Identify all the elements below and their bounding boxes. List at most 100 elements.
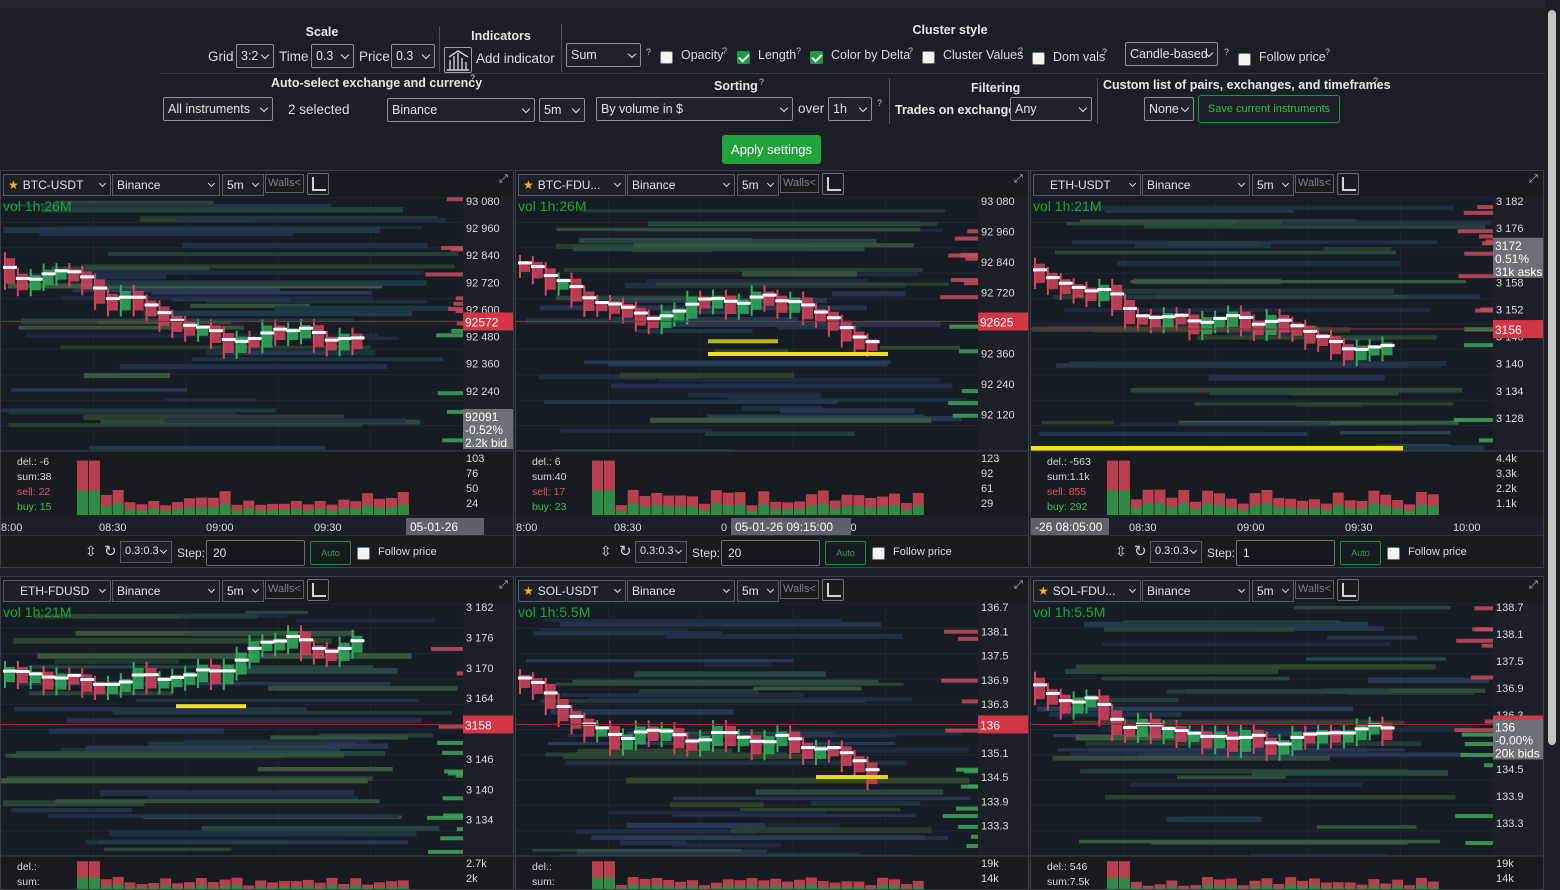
candle-wick	[1214, 725, 1217, 755]
exchange-select[interactable]: Binance	[112, 580, 220, 602]
over-select[interactable]: 1h	[828, 97, 872, 121]
trades-exchange-select[interactable]: Any	[1010, 97, 1092, 121]
add-indicator-link[interactable]: Add indicator	[476, 51, 555, 66]
price-select[interactable]: 0.3	[391, 44, 435, 68]
color-by-delta-checkbox[interactable]	[810, 51, 823, 64]
scale-select[interactable]: 0.3:0.3	[1150, 541, 1202, 563]
expand-icon[interactable]: ⤢	[499, 173, 508, 185]
scale-select[interactable]: 0.3:0.3	[120, 541, 172, 563]
expand-icon[interactable]: ⤢	[1529, 173, 1538, 185]
chart-axis-icon[interactable]	[822, 579, 844, 601]
cluster-values-checkbox[interactable]	[922, 51, 935, 64]
volume-bar	[1166, 497, 1178, 515]
timeframe-select[interactable]: 5m	[1252, 174, 1294, 196]
exchange-select[interactable]: Binance	[112, 174, 220, 196]
scrollbar-thumb[interactable]	[1548, 10, 1556, 745]
chart-panel[interactable]: ★ BTC-USDT Binance 5m Walls< ⤢ 93 080 92 960 92 …	[0, 170, 514, 568]
exchange-select[interactable]: Binance	[1142, 174, 1250, 196]
poc-marker	[234, 658, 249, 662]
opacity-checkbox[interactable]	[660, 51, 673, 64]
walls-toggle[interactable]: Walls<	[265, 580, 304, 599]
timeframe-select[interactable]: 5m	[737, 580, 779, 602]
custom-list-select[interactable]: None	[1144, 97, 1194, 121]
symbol-select[interactable]: ★ BTC-USDT	[3, 174, 111, 196]
time-select[interactable]: 0.3	[311, 44, 354, 68]
cluster-mode-select[interactable]: Sum	[566, 43, 641, 67]
follow-price-checkbox[interactable]	[1238, 53, 1251, 66]
candle-mode-select[interactable]: Candle-based	[1125, 42, 1218, 66]
symbol-select[interactable]: ★ SOL-USDT	[518, 580, 626, 602]
selected-count[interactable]: 2 selected	[288, 102, 350, 117]
step-input[interactable]: 20	[721, 540, 820, 566]
timeframe-select[interactable]: 5m	[222, 580, 264, 602]
length-checkbox[interactable]	[737, 51, 750, 64]
follow-price-checkbox[interactable]	[357, 547, 370, 560]
anchor-icon[interactable]: ⇳	[1115, 543, 1127, 559]
reload-icon[interactable]: ↻	[619, 543, 632, 560]
sorting-select[interactable]: By volume in $	[596, 97, 793, 121]
walls-toggle[interactable]: Walls<	[265, 174, 304, 193]
walls-toggle[interactable]: Walls<	[780, 580, 819, 599]
reload-icon[interactable]: ↻	[104, 543, 117, 560]
exchange-select[interactable]: Binance	[627, 174, 735, 196]
expand-icon[interactable]: ⤢	[1014, 579, 1023, 591]
dom-vals-checkbox[interactable]	[1032, 52, 1045, 65]
step-input[interactable]: 20	[206, 540, 305, 566]
indicator-icon[interactable]	[444, 47, 472, 73]
timeframe-select[interactable]: 5m	[222, 174, 264, 196]
cluster-chart[interactable]: 136.7138.1137.5136.9136.3135.7135.1134.5…	[516, 603, 1029, 890]
expand-icon[interactable]: ⤢	[1014, 173, 1023, 185]
instruments-select[interactable]: All instruments	[163, 97, 273, 121]
exchange-select[interactable]: Binance	[1142, 580, 1250, 602]
star-icon[interactable]: ★	[523, 178, 534, 192]
reload-icon[interactable]: ↻	[1134, 543, 1147, 560]
cluster-chart[interactable]: 138.7138.1137.5136.9136.3135.1134.5133.9…	[1031, 603, 1544, 890]
walls-toggle[interactable]: Walls<	[1295, 174, 1334, 193]
chart-panel[interactable]: ETH-FDUSD Binance 5m Walls< ⤢ 3 182 3 176 3 170…	[0, 576, 514, 890]
walls-toggle[interactable]: Walls<	[1295, 580, 1334, 599]
symbol-select[interactable]: ★ SOL-FDU...	[1033, 580, 1141, 602]
chart-axis-icon[interactable]	[1337, 579, 1359, 601]
save-instruments-button[interactable]: Save current instruments	[1198, 95, 1340, 123]
chart-panel[interactable]: ★ SOL-USDT Binance 5m Walls< ⤢ 136.7 138.1 137.5…	[515, 576, 1029, 890]
chart-panel[interactable]: ★ BTC-FDU... Binance 5m Walls< ⤢ 93 080 92 960 9…	[515, 170, 1029, 568]
timeframe-select[interactable]: 5m	[539, 98, 585, 122]
apply-settings-button[interactable]: Apply settings	[722, 135, 821, 164]
auto-button[interactable]: Auto	[310, 541, 351, 565]
exchange-select[interactable]: Binance	[627, 580, 735, 602]
star-icon[interactable]: ★	[523, 584, 534, 598]
page-scrollbar[interactable]	[1545, 0, 1560, 890]
symbol-select[interactable]: ETH-USDT	[1033, 174, 1141, 196]
auto-button[interactable]: Auto	[1340, 541, 1381, 565]
chart-axis-icon[interactable]	[307, 579, 329, 601]
expand-icon[interactable]: ⤢	[1529, 579, 1538, 591]
expand-icon[interactable]: ⤢	[499, 579, 508, 591]
timeframe-select[interactable]: 5m	[737, 174, 779, 196]
follow-price-checkbox[interactable]	[1387, 547, 1400, 560]
symbol-select[interactable]: ★ BTC-FDU...	[518, 174, 626, 196]
exchange-select[interactable]: Binance	[387, 98, 535, 122]
follow-price-checkbox[interactable]	[872, 547, 885, 560]
walls-toggle[interactable]: Walls<	[780, 174, 819, 193]
symbol-select[interactable]: ETH-FDUSD	[3, 580, 111, 602]
chart-axis-icon[interactable]	[822, 173, 844, 195]
step-input[interactable]: 1	[1236, 540, 1335, 566]
orderbook-level	[257, 766, 393, 772]
star-icon[interactable]: ★	[8, 178, 19, 192]
anchor-icon[interactable]: ⇳	[600, 543, 612, 559]
scale-select[interactable]: 0.3:0.3	[635, 541, 687, 563]
anchor-icon[interactable]: ⇳	[85, 543, 97, 559]
chart-axis-icon[interactable]	[1337, 173, 1359, 195]
grid-select[interactable]: 3:2	[236, 44, 274, 68]
chart-axis-icon[interactable]	[307, 173, 329, 195]
auto-button[interactable]: Auto	[825, 541, 866, 565]
star-icon[interactable]: ★	[1038, 584, 1049, 598]
volume-bar	[267, 503, 279, 515]
chart-panel[interactable]: ★ SOL-FDU... Binance 5m Walls< ⤢ 138.7 138.1 137…	[1030, 576, 1544, 890]
timeframe-select[interactable]: 5m	[1252, 580, 1294, 602]
